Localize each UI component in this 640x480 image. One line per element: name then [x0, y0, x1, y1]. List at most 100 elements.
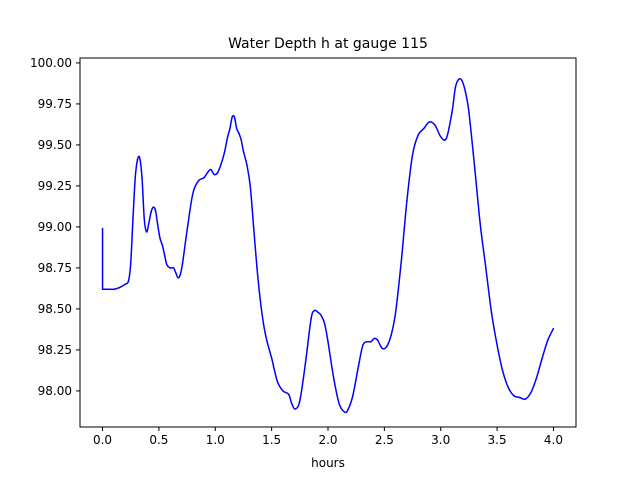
plot-area-frame	[79, 57, 577, 428]
data-point	[445, 137, 448, 140]
y-tick-label: 99.00	[38, 220, 72, 234]
x-axis-label: hours	[311, 456, 345, 470]
data-point	[282, 390, 284, 392]
data-point	[390, 334, 392, 336]
data-point	[373, 337, 375, 340]
y-tick-label: 98.50	[38, 302, 72, 316]
data-point	[266, 340, 268, 343]
data-point	[464, 91, 467, 94]
x-tick-label: 2.5	[375, 433, 394, 447]
data-point	[518, 396, 521, 399]
data-point	[159, 237, 161, 240]
data-point	[191, 193, 194, 195]
data-point	[235, 127, 238, 130]
data-point	[338, 403, 341, 405]
x-tick-label: 3.5	[488, 433, 507, 447]
data-point	[233, 116, 236, 118]
data-point	[223, 152, 226, 154]
x-tick-label: 0.0	[93, 433, 112, 447]
x-tick-label: 4.0	[544, 433, 563, 447]
data-point	[304, 362, 307, 364]
data-point	[317, 311, 319, 313]
data-point	[129, 262, 132, 264]
data-point	[366, 340, 369, 343]
data-point	[231, 116, 233, 118]
data-point	[246, 163, 248, 166]
data-point	[148, 222, 150, 225]
x-tick-label: 1.0	[206, 433, 225, 447]
data-point	[501, 370, 504, 372]
y-tick-label: 100.00	[30, 56, 72, 70]
data-point	[203, 176, 205, 179]
data-point	[197, 180, 200, 182]
data-point	[118, 286, 121, 289]
data-point	[270, 357, 273, 359]
data-point	[107, 288, 109, 290]
data-point	[347, 408, 350, 410]
data-point	[406, 199, 408, 202]
data-point	[206, 172, 209, 174]
series-line-0	[101, 78, 555, 414]
y-tick-label: 98.00	[38, 384, 72, 398]
data-point	[299, 400, 301, 402]
data-point	[226, 135, 229, 138]
data-point	[552, 327, 555, 330]
x-tick-label: 0.5	[149, 433, 168, 447]
x-tick-label: 1.5	[262, 433, 281, 447]
data-point	[186, 229, 188, 231]
data-point	[530, 391, 532, 394]
data-point	[400, 260, 403, 263]
data-point	[473, 165, 476, 167]
data-point	[352, 395, 354, 397]
data-point	[157, 224, 159, 227]
data-point	[145, 231, 148, 233]
data-point	[229, 127, 231, 130]
data-point	[376, 339, 379, 341]
x-tick-label: 2.0	[318, 433, 337, 447]
data-point	[169, 267, 171, 269]
data-point	[141, 176, 143, 179]
data-point	[139, 157, 141, 159]
x-axis: 0.0 0.5 1.0 1.5 2.0 2.5 3.0 3.5 4.0	[93, 427, 563, 447]
data-point	[458, 78, 460, 81]
data-point	[385, 345, 388, 348]
data-point	[423, 127, 425, 130]
data-point	[439, 135, 442, 138]
data-point	[242, 150, 245, 153]
data-point	[291, 403, 293, 405]
data-point	[143, 217, 145, 220]
data-point	[513, 395, 515, 397]
data-point	[113, 288, 115, 290]
data-point	[177, 277, 179, 279]
data-point	[547, 339, 549, 341]
data-point	[417, 134, 419, 136]
data-point	[381, 347, 383, 350]
data-point	[134, 176, 136, 179]
data-point	[461, 80, 463, 82]
data-point	[327, 340, 329, 343]
series-layer	[101, 78, 555, 414]
data-point	[213, 173, 215, 176]
data-point	[310, 318, 312, 320]
data-point	[454, 86, 457, 89]
data-point	[259, 299, 262, 302]
data-point	[210, 168, 212, 171]
data-point	[428, 121, 431, 123]
data-point	[175, 272, 177, 274]
data-point	[161, 244, 164, 246]
data-point	[468, 111, 470, 113]
chart-title: Water Depth h at gauge 115	[228, 36, 428, 52]
x-tick-label: 3.0	[431, 433, 450, 447]
data-point	[240, 139, 242, 141]
y-tick-label: 98.75	[38, 261, 72, 275]
data-point	[370, 340, 372, 343]
data-point	[323, 322, 326, 325]
data-point	[220, 163, 222, 166]
data-point	[332, 377, 335, 379]
data-point	[535, 377, 538, 379]
data-point	[507, 386, 510, 389]
data-point	[166, 263, 168, 266]
data-point	[249, 185, 251, 187]
data-point	[287, 393, 290, 395]
